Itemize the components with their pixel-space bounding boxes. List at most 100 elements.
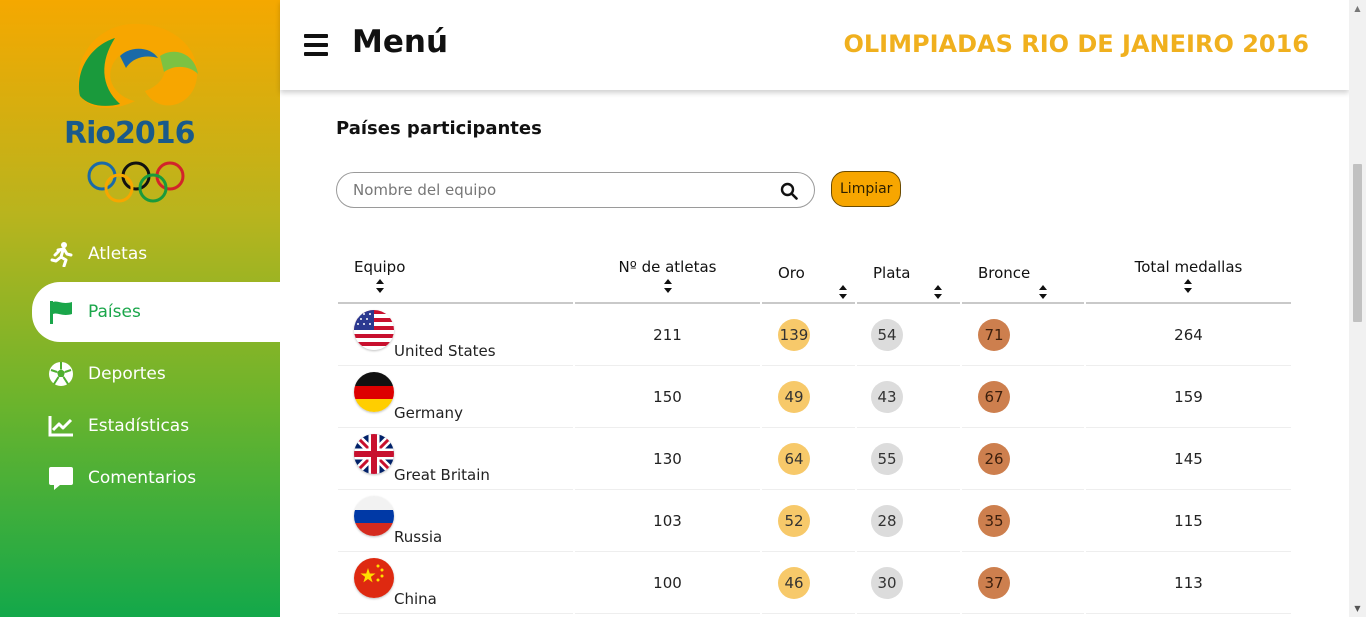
athletes-cell: 150 xyxy=(575,366,760,428)
gold-badge: 139 xyxy=(778,318,810,351)
us-flag-icon xyxy=(354,310,394,350)
bronze-badge: 71 xyxy=(978,318,1010,351)
sidebar-item-paises[interactable]: Países xyxy=(32,282,280,342)
bronze-cell: 26 xyxy=(962,428,1084,490)
scroll-thumb[interactable] xyxy=(1353,164,1362,322)
comment-icon xyxy=(48,465,74,491)
silver-badge: 43 xyxy=(871,380,903,413)
team-cell: Germany xyxy=(338,366,573,428)
sidebar-item-label: Estadísticas xyxy=(88,416,190,436)
table-row[interactable]: China 100 46 30 37 113 xyxy=(338,552,1291,614)
rio-2016-logo: Rio2016 xyxy=(60,16,220,206)
total-cell: 264 xyxy=(1086,304,1291,366)
column-header-oro[interactable]: Oro xyxy=(762,244,855,304)
logo-wordmark: Rio2016 xyxy=(64,116,195,151)
chart-line-icon xyxy=(48,413,74,439)
menu-title: Menú xyxy=(352,24,449,60)
team-cell: Russia xyxy=(338,490,573,552)
medals-table: Equipo Nº de atletas Oro Plata Bronce xyxy=(336,244,1293,614)
total-cell: 115 xyxy=(1086,490,1291,552)
bronze-badge: 26 xyxy=(978,442,1010,475)
bronze-badge: 35 xyxy=(978,504,1010,537)
bronze-cell: 37 xyxy=(962,552,1084,614)
total-cell: 145 xyxy=(1086,428,1291,490)
silver-badge: 30 xyxy=(871,566,903,599)
column-header-label: Plata xyxy=(873,264,911,282)
team-name: China xyxy=(394,590,437,608)
sort-icon[interactable] xyxy=(663,278,673,294)
silver-cell: 28 xyxy=(857,490,960,552)
gold-cell: 46 xyxy=(762,552,855,614)
silver-cell: 43 xyxy=(857,366,960,428)
column-header-equipo[interactable]: Equipo xyxy=(338,244,573,304)
bronze-cell: 35 xyxy=(962,490,1084,552)
sidebar: Rio2016 Atletas Países Deportes xyxy=(0,0,280,617)
running-icon xyxy=(48,241,74,267)
bronze-badge: 37 xyxy=(978,566,1010,599)
athletes-cell: 100 xyxy=(575,552,760,614)
search-icon[interactable] xyxy=(780,182,798,200)
scroll-down-arrow-icon[interactable]: ▼ xyxy=(1354,604,1361,613)
table-row[interactable]: Germany 150 49 43 67 159 xyxy=(338,366,1291,428)
brand-title: OLIMPIADAS RIO DE JANEIRO 2016 xyxy=(843,30,1309,58)
sort-icon[interactable] xyxy=(838,284,848,300)
team-search-input[interactable] xyxy=(353,181,773,199)
table-row[interactable]: United States 211 139 54 71 264 xyxy=(338,304,1291,366)
sidebar-item-comentarios[interactable]: Comentarios xyxy=(0,450,280,506)
column-header-atletas[interactable]: Nº de atletas xyxy=(575,244,760,304)
germany-flag-icon xyxy=(354,372,394,412)
silver-badge: 54 xyxy=(871,318,903,351)
sort-icon[interactable] xyxy=(1038,284,1048,300)
page-scrollbar[interactable]: ▲ ▼ xyxy=(1349,0,1366,617)
sidebar-nav: Atletas Países Deportes Estadísticas Com… xyxy=(0,226,280,506)
gold-badge: 46 xyxy=(778,566,810,599)
gold-cell: 49 xyxy=(762,366,855,428)
rio-logo-emblem-icon xyxy=(78,23,198,108)
gold-badge: 64 xyxy=(778,442,810,475)
column-header-label: Nº de atletas xyxy=(618,258,717,276)
hamburger-menu-icon[interactable] xyxy=(304,34,328,56)
silver-cell: 55 xyxy=(857,428,960,490)
china-flag-icon xyxy=(354,558,394,598)
team-name: United States xyxy=(394,342,496,360)
sidebar-item-estadisticas[interactable]: Estadísticas xyxy=(0,402,280,450)
sidebar-item-deportes[interactable]: Deportes xyxy=(0,346,280,402)
table-row[interactable]: Great Britain 130 64 55 26 145 xyxy=(338,428,1291,490)
bronze-cell: 71 xyxy=(962,304,1084,366)
silver-badge: 28 xyxy=(871,504,903,537)
top-header: Menú OLIMPIADAS RIO DE JANEIRO 2016 xyxy=(280,0,1349,90)
sidebar-item-label: Comentarios xyxy=(88,468,197,488)
clear-button[interactable]: Limpiar xyxy=(831,171,902,207)
team-name: Great Britain xyxy=(394,466,490,484)
sidebar-item-label: Países xyxy=(88,302,141,322)
column-header-total[interactable]: Total medallas xyxy=(1086,244,1291,304)
column-header-label: Total medallas xyxy=(1134,258,1243,276)
team-cell: Great Britain xyxy=(338,428,573,490)
sort-icon[interactable] xyxy=(933,284,943,300)
team-cell: United States xyxy=(338,304,573,366)
team-name: Russia xyxy=(394,528,443,546)
uk-flag-icon xyxy=(354,434,394,474)
sort-icon[interactable] xyxy=(375,278,385,294)
silver-cell: 54 xyxy=(857,304,960,366)
gold-cell: 52 xyxy=(762,490,855,552)
silver-cell: 30 xyxy=(857,552,960,614)
team-cell: China xyxy=(338,552,573,614)
column-header-label: Equipo xyxy=(354,258,406,276)
scroll-up-arrow-icon[interactable]: ▲ xyxy=(1354,4,1361,13)
athletes-cell: 211 xyxy=(575,304,760,366)
column-header-plata[interactable]: Plata xyxy=(857,244,960,304)
team-search-box xyxy=(336,172,815,208)
sort-icon[interactable] xyxy=(1183,278,1193,294)
table-row[interactable]: Russia 103 52 28 35 115 xyxy=(338,490,1291,552)
gold-cell: 64 xyxy=(762,428,855,490)
bronze-cell: 67 xyxy=(962,366,1084,428)
column-header-bronce[interactable]: Bronce xyxy=(962,244,1084,304)
sidebar-item-atletas[interactable]: Atletas xyxy=(0,226,280,282)
flag-icon xyxy=(48,299,74,325)
sidebar-item-label: Atletas xyxy=(88,244,148,264)
total-cell: 113 xyxy=(1086,552,1291,614)
athletes-cell: 103 xyxy=(575,490,760,552)
athletes-cell: 130 xyxy=(575,428,760,490)
bronze-badge: 67 xyxy=(978,380,1010,413)
